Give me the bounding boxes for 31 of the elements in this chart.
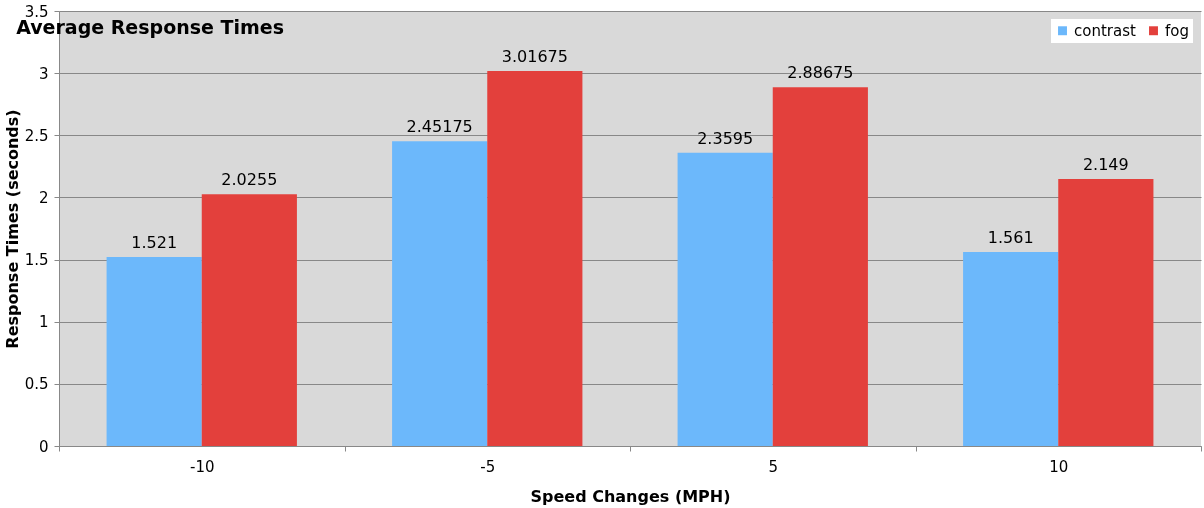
data-label: 3.01675 — [501, 47, 568, 67]
y-tick-label: 0 — [38, 437, 49, 456]
x-tick-label: 5 — [768, 457, 779, 476]
y-tick-label: 2.5 — [24, 126, 49, 145]
bar — [677, 152, 773, 446]
y-tick-label: 2 — [38, 188, 49, 207]
bar — [201, 194, 297, 446]
data-label: 1.521 — [131, 232, 178, 252]
data-label: 1.561 — [987, 227, 1034, 247]
data-label: 2.149 — [1082, 154, 1129, 174]
bar — [963, 251, 1059, 446]
bar — [1058, 178, 1154, 446]
y-tick-label: 3 — [38, 64, 49, 83]
data-label: 2.45175 — [406, 117, 473, 137]
x-tick-label: -5 — [480, 457, 496, 476]
bar — [106, 256, 202, 446]
bar — [772, 87, 868, 446]
bar — [392, 141, 488, 446]
y-tick-label: 1 — [38, 313, 49, 332]
x-axis-title: Speed Changes (MPH) — [530, 486, 731, 506]
data-label: 2.3595 — [697, 128, 754, 148]
x-tick-label: -10 — [190, 457, 215, 476]
bar — [487, 71, 583, 446]
x-tick-label: 10 — [1049, 457, 1069, 476]
y-tick-label: 1.5 — [24, 251, 49, 270]
y-tick-label: 0.5 — [24, 375, 49, 394]
data-label: 2.0255 — [221, 170, 278, 190]
y-axis-title: Response Times (seconds) — [2, 109, 22, 349]
legend-label: fog — [1165, 21, 1189, 40]
data-label: 2.88675 — [787, 63, 854, 83]
legend-label: contrast — [1074, 21, 1136, 40]
